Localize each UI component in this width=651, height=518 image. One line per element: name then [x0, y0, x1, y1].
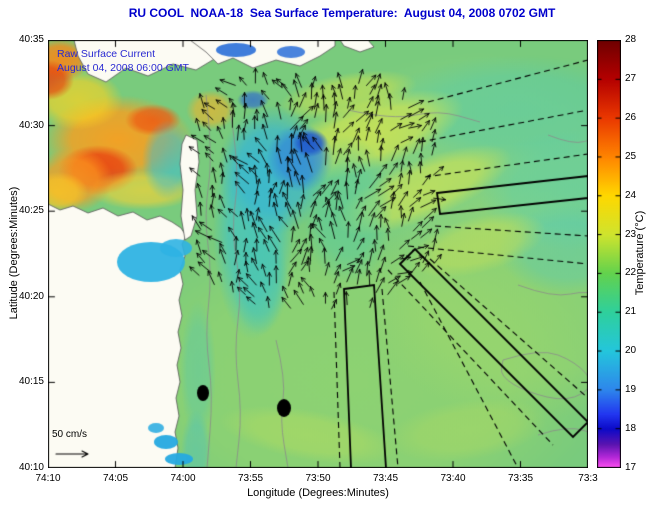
y-axis-label: Latitude (Degrees:Minutes) — [8, 186, 20, 320]
y-tick-label: 40:10 — [18, 462, 44, 473]
colorbar-tick-label: 26 — [625, 111, 637, 123]
colorbar-tick-label: 27 — [625, 72, 637, 84]
colorbar-tick-label: 20 — [625, 345, 637, 357]
x-tick-label: 74:00 — [170, 473, 196, 484]
y-tick-label: 40:35 — [18, 34, 44, 45]
y-tick-label: 40:25 — [18, 205, 44, 217]
y-tick-label: 40:15 — [18, 376, 44, 388]
x-axis-label: Longitude (Degrees:Minutes) — [247, 487, 389, 499]
x-tick-label: 73:40 — [440, 473, 466, 484]
colorbar-tick-label: 18 — [625, 423, 637, 435]
x-tick-label: 73:45 — [372, 473, 399, 484]
velocity-scale-label: 50 cm/s — [52, 429, 88, 440]
colorbar-tick-label: 19 — [625, 384, 637, 396]
x-tick-label: 73:50 — [305, 473, 331, 484]
surface-current-overlay-label: Raw Surface Current — [57, 48, 156, 60]
colorbar-tick-label: 21 — [625, 306, 637, 318]
x-tick-label: 73:35 — [507, 473, 534, 484]
colorbar-tick-label: 23 — [625, 228, 637, 240]
colorbar-tick-label: 25 — [625, 150, 637, 162]
sst-map-plot-area — [48, 40, 588, 468]
colorbar-tick-label: 28 — [625, 34, 637, 45]
x-tick-label: 73:55 — [237, 473, 264, 484]
x-tick-label: 73:3 — [578, 473, 598, 484]
x-tick-label: 74:10 — [35, 473, 61, 484]
surface-current-overlay-time: August 04, 2008 06:00 GMT — [57, 62, 189, 74]
x-tick-label: 74:05 — [102, 473, 129, 484]
plot-title: RU COOL NOAA-18 Sea Surface Temperature:… — [128, 6, 556, 20]
y-tick-label: 40:20 — [18, 290, 44, 302]
y-tick-label: 40:30 — [18, 119, 44, 131]
colorbar-tick-label: 17 — [625, 462, 637, 473]
colorbar-tick-label: 24 — [625, 189, 637, 201]
temperature-colorbar — [597, 40, 621, 468]
colorbar-tick-label: 22 — [625, 267, 637, 279]
